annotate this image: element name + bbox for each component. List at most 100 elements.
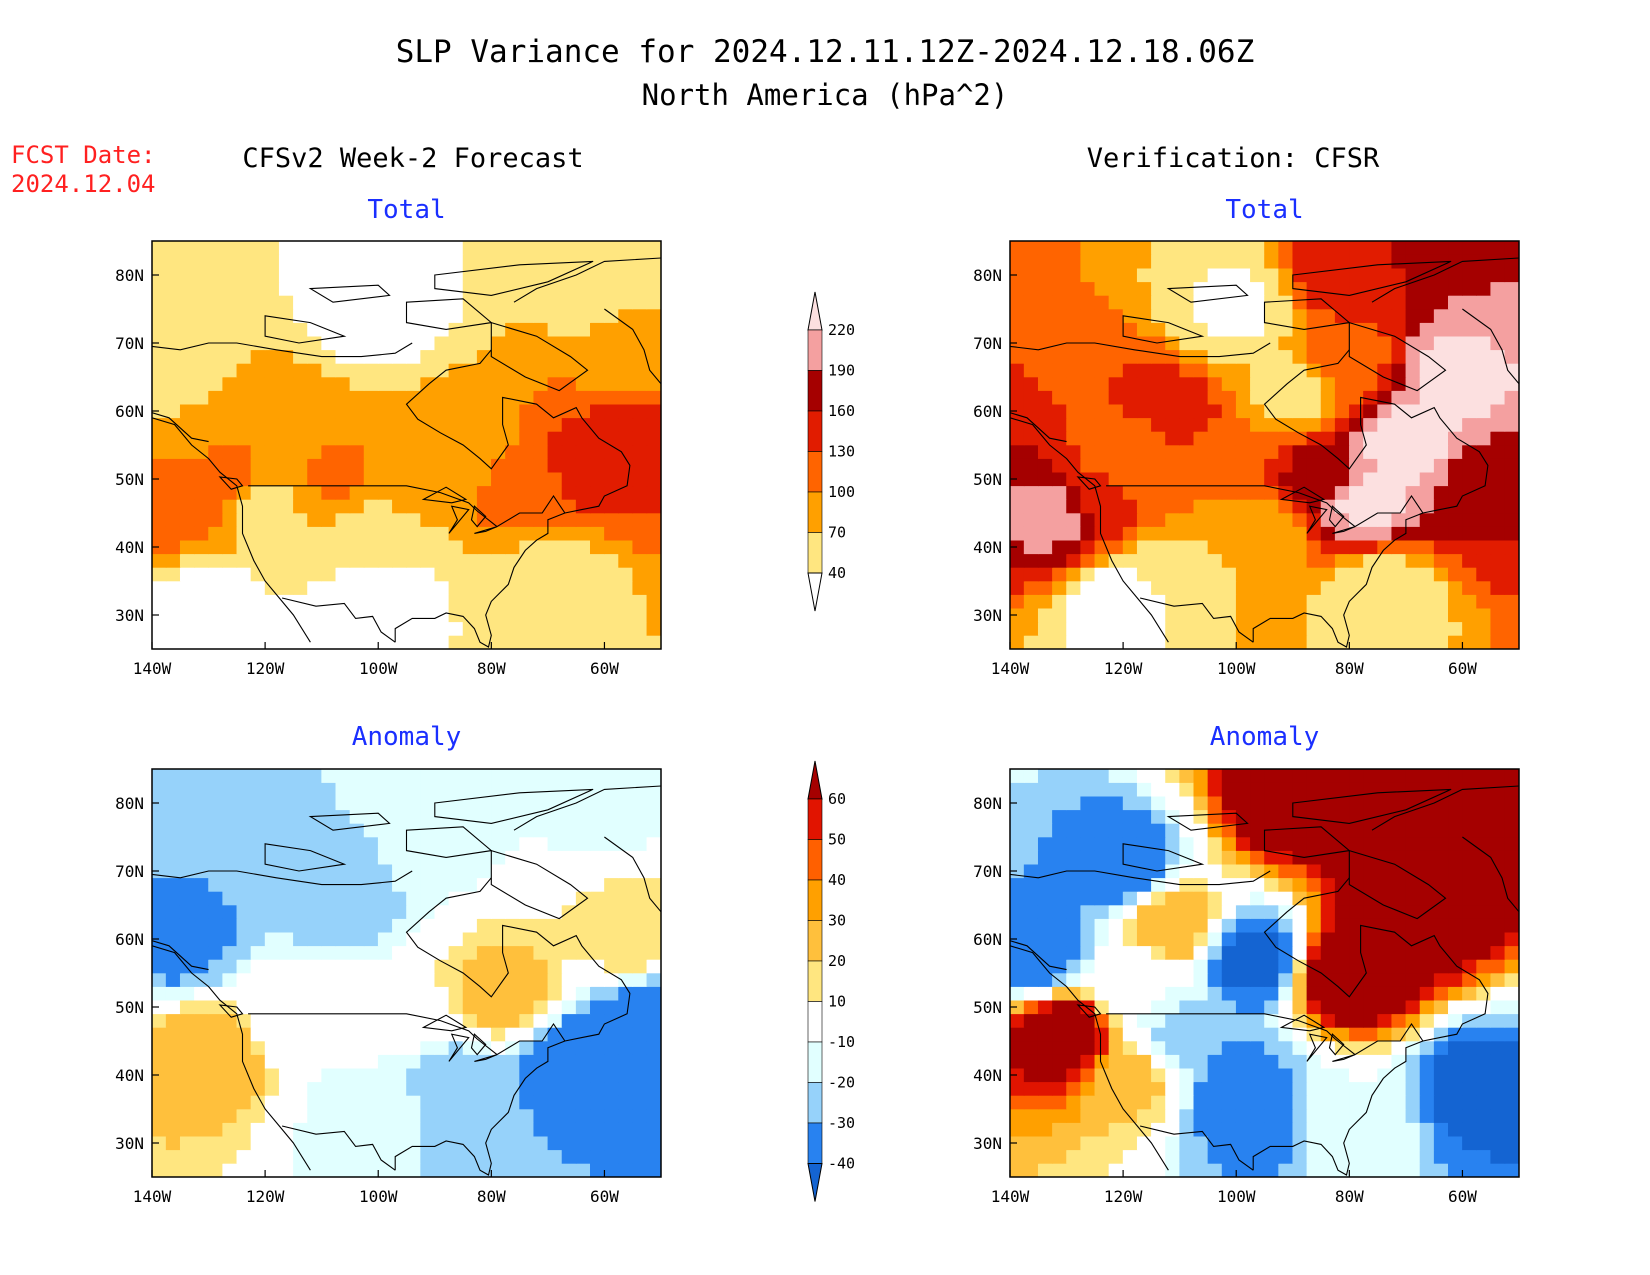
contour-cell: [1476, 635, 1492, 649]
contour-cell: [533, 795, 549, 811]
contour-cell: [1108, 769, 1124, 783]
contour-cell: [1504, 986, 1519, 1001]
contour-cell: [236, 363, 252, 378]
contour-cell: [307, 1013, 322, 1028]
contour-cell: [1080, 877, 1096, 892]
contour-cell: [1264, 863, 1279, 879]
contour-cell: [1052, 499, 1067, 514]
contour-cell: [1476, 1027, 1492, 1042]
contour-cell: [349, 931, 365, 947]
contour-cell: [1094, 267, 1110, 283]
contour-cell: [1349, 1081, 1364, 1096]
contour-cell: [1504, 823, 1519, 838]
x-tick-label: 140W: [133, 659, 172, 678]
contour-cell: [363, 1081, 379, 1096]
contour-cell: [1419, 1081, 1435, 1096]
contour-cell: [561, 458, 577, 473]
contour-cell: [307, 1081, 322, 1096]
contour-cell: [335, 795, 351, 811]
contour-cell: [1490, 444, 1506, 459]
contour-cell: [208, 769, 223, 783]
contour-cell: [1037, 769, 1053, 783]
contour-cell: [1179, 526, 1195, 541]
contour-cell: [1349, 972, 1364, 987]
contour-cell: [1207, 1013, 1223, 1028]
contour-cell: [448, 512, 464, 527]
contour-cell: [406, 553, 421, 568]
contour-cell: [1490, 931, 1506, 947]
contour-cell: [618, 254, 634, 269]
contour-cell: [1221, 1135, 1237, 1151]
contour-cell: [349, 1054, 365, 1069]
island-outline: [490, 849, 589, 920]
contour-cell: [406, 363, 421, 378]
contour-cell: [250, 635, 266, 649]
contour-cell: [1010, 363, 1025, 378]
contour-cell: [1419, 836, 1435, 851]
contour-cell: [194, 281, 209, 296]
colorbar-segment: [807, 879, 823, 921]
contour-cell: [1391, 769, 1407, 783]
contour-cell: [1349, 594, 1364, 609]
contour-cell: [1504, 526, 1519, 541]
contour-cell: [349, 823, 365, 838]
contour-cell: [1136, 809, 1152, 824]
contour-cell: [208, 349, 223, 364]
contour-cell: [505, 877, 520, 892]
contour-cell: [1221, 1108, 1237, 1123]
contour-cell: [194, 809, 209, 824]
contour-cell: [1066, 417, 1081, 432]
contour-cell: [1490, 363, 1506, 378]
contour-cell: [1377, 444, 1393, 459]
contour-cell: [222, 972, 238, 987]
contour-cell: [646, 1013, 661, 1028]
contour-cell: [1052, 999, 1067, 1015]
contour-cell: [533, 836, 549, 851]
contour-cell: [1094, 986, 1110, 1001]
contour-cell: [1278, 1081, 1294, 1096]
contour-cell: [618, 471, 634, 487]
contour-cell: [646, 553, 661, 568]
contour-cell: [1136, 539, 1152, 555]
contour-cell: [1250, 512, 1265, 527]
contour-cell: [1377, 403, 1393, 419]
contour-cell: [1476, 580, 1492, 595]
contour-cell: [1122, 499, 1138, 514]
contour-cell: [476, 809, 492, 824]
contour-cell: [1504, 1067, 1519, 1083]
contour-cell: [1264, 281, 1279, 296]
contour-cell: [632, 959, 648, 974]
contour-cell: [1476, 444, 1492, 459]
contour-cell: [152, 972, 167, 987]
contour-cell: [1250, 850, 1265, 865]
contour-cell: [349, 553, 365, 568]
contour-cell: [1094, 891, 1110, 906]
contour-cell: [179, 850, 195, 865]
panel-frame: [1009, 768, 1520, 1178]
contour-cell: [1306, 959, 1322, 974]
island-outline: [434, 788, 594, 824]
contour-cell: [575, 635, 591, 649]
contour-cell: [194, 823, 209, 838]
contour-cell: [222, 539, 238, 555]
contour-cell: [1349, 1027, 1364, 1042]
contour-cell: [222, 931, 238, 947]
contour-cell: [547, 485, 563, 500]
contour-cell: [377, 363, 393, 378]
contour-cell: [505, 1027, 520, 1042]
contour-cell: [1405, 553, 1421, 568]
contour-cell: [1292, 363, 1308, 378]
contour-cell: [1151, 499, 1166, 514]
contour-cell: [250, 1040, 266, 1055]
contour-cell: [547, 526, 563, 541]
contour-cell: [1023, 877, 1039, 892]
contour-cell: [321, 567, 337, 582]
fcst-label: FCST Date:: [11, 141, 156, 169]
contour-cell: [420, 769, 436, 783]
contour-cell: [1207, 580, 1223, 595]
contour-cell: [1476, 241, 1492, 255]
contour-cell: [1377, 863, 1393, 879]
contour-cell: [1391, 877, 1407, 892]
contour-cell: [222, 526, 238, 541]
contour-cell: [1010, 621, 1025, 636]
